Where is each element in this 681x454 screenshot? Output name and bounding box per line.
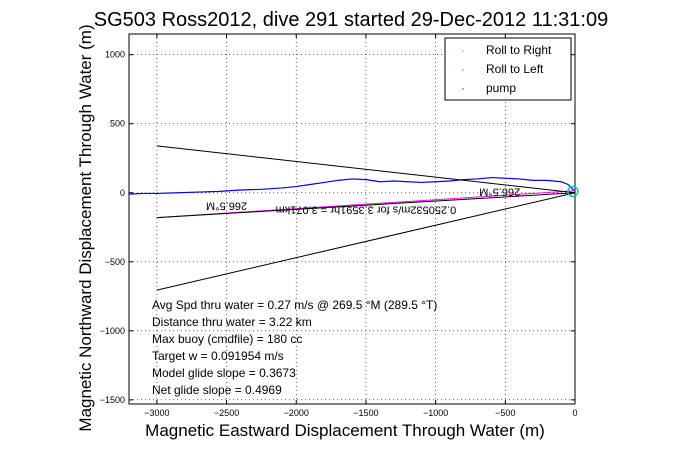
legend-label: Roll to Left <box>486 62 544 76</box>
x-tick-label: −2000 <box>284 408 309 418</box>
grid <box>129 34 575 404</box>
y-tick-label: 1000 <box>105 50 125 60</box>
legend: · Roll to Right · Roll to Left · pump <box>444 37 572 101</box>
x-tick-label: −1500 <box>353 408 378 418</box>
stats-line: Target w = 0.091954 m/s <box>152 349 284 363</box>
legend-marker: · <box>461 45 465 57</box>
y-tick-label: −1500 <box>100 395 125 405</box>
x-tick-label: 0 <box>572 408 577 418</box>
series-line <box>156 145 576 194</box>
stats-line: Net glide slope = 0.4969 <box>152 383 282 397</box>
series-line <box>156 192 576 291</box>
series-line <box>156 192 576 219</box>
legend-label: pump <box>486 81 516 95</box>
stats-line: Max buoy (cmdfile) = 180 cc <box>152 332 302 346</box>
series-line <box>128 176 576 195</box>
x-tick-label: −1000 <box>423 408 448 418</box>
stats-block: Avg Spd thru water = 0.27 m/s @ 269.5 °M… <box>152 298 437 397</box>
y-tick-label: −500 <box>105 257 125 267</box>
stats-line: Avg Spd thru water = 0.27 m/s @ 269.5 °M… <box>152 298 437 312</box>
x-tick-label: −3000 <box>144 408 169 418</box>
x-tick-label: −500 <box>495 408 515 418</box>
legend-box <box>444 37 572 101</box>
stats-line: Distance thru water = 3.22 km <box>152 315 312 329</box>
chart-title: SG503 Ross2012, dive 291 started 29-Dec-… <box>94 9 608 31</box>
annotations: 266.5°M 0.250532m/s for 3.3591hr = 3.071k… <box>206 186 520 216</box>
stats-line: Model glide slope = 0.3673 <box>152 366 296 380</box>
path-annotation: 266.5°M <box>479 186 520 198</box>
path-annotation: 0.250532m/s for 3.3591hr = 3.071km <box>276 204 457 216</box>
legend-label: Roll to Right <box>486 43 552 57</box>
y-tick-label: 0 <box>120 188 125 198</box>
legend-marker: · <box>461 83 465 95</box>
y-axis-label: Magnetic Northward Displacement Through … <box>76 24 95 431</box>
y-tick-label: −1000 <box>100 326 125 336</box>
x-tick-label: −2500 <box>214 408 239 418</box>
path-annotation: 266.5°M <box>206 199 247 211</box>
y-tick-label: 500 <box>110 119 125 129</box>
start-marker <box>567 185 579 198</box>
legend-marker: · <box>461 64 465 76</box>
axes: −3000 −2500 −2000 −1500 −1000 −500 0 −1500 −1000… <box>100 34 578 418</box>
x-axis-label: Magnetic Eastward Displacement Through W… <box>145 421 545 440</box>
series <box>128 145 579 291</box>
